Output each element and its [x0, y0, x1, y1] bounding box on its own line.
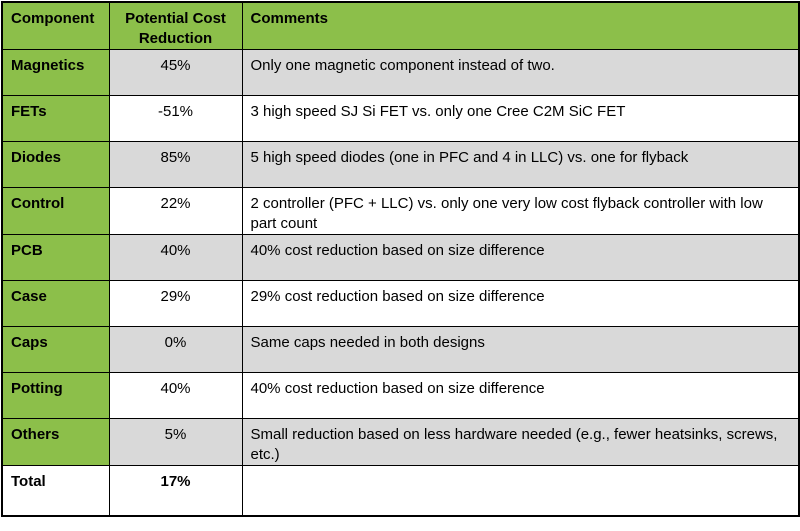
row-cost: 45%	[108, 49, 243, 96]
table-row: Potting 40% 40% cost reduction based on …	[1, 372, 800, 419]
row-comment: 40% cost reduction based on size differe…	[241, 234, 800, 281]
total-cost: 17%	[108, 465, 243, 516]
table-row: Caps 0% Same caps needed in both designs	[1, 326, 800, 373]
row-comment: 5 high speed diodes (one in PFC and 4 in…	[241, 141, 800, 188]
row-comment: 29% cost reduction based on size differe…	[241, 280, 800, 327]
row-component: Potting	[1, 372, 110, 419]
table-row: Case 29% 29% cost reduction based on siz…	[1, 280, 800, 327]
row-cost: 40%	[108, 372, 243, 419]
row-cost: 22%	[108, 187, 243, 235]
row-comment: Same caps needed in both designs	[241, 326, 800, 373]
header-component: Component	[1, 1, 110, 50]
row-cost: 40%	[108, 234, 243, 281]
cost-reduction-table: Component Potential Cost Reduction Comme…	[1, 1, 800, 517]
row-cost: -51%	[108, 95, 243, 142]
row-component: Others	[1, 418, 110, 466]
row-cost: 85%	[108, 141, 243, 188]
table-row: Diodes 85% 5 high speed diodes (one in P…	[1, 141, 800, 188]
row-cost: 0%	[108, 326, 243, 373]
row-component: Caps	[1, 326, 110, 373]
header-row: Component Potential Cost Reduction Comme…	[1, 1, 800, 50]
table-row: PCB 40% 40% cost reduction based on size…	[1, 234, 800, 281]
table-row: Others 5% Small reduction based on less …	[1, 418, 800, 466]
row-component: Magnetics	[1, 49, 110, 96]
total-label: Total	[1, 465, 110, 516]
total-comment	[241, 465, 800, 516]
row-comment: 40% cost reduction based on size differe…	[241, 372, 800, 419]
row-component: Case	[1, 280, 110, 327]
table-row: Control 22% 2 controller (PFC + LLC) vs.…	[1, 187, 800, 235]
row-cost: 29%	[108, 280, 243, 327]
row-comment: Only one magnetic component instead of t…	[241, 49, 800, 96]
row-comment: Small reduction based on less hardware n…	[241, 418, 800, 466]
total-row: Total 17%	[1, 465, 800, 516]
header-cost-reduction: Potential Cost Reduction	[108, 1, 243, 50]
row-component: PCB	[1, 234, 110, 281]
row-component: Control	[1, 187, 110, 235]
row-component: Diodes	[1, 141, 110, 188]
row-comment: 2 controller (PFC + LLC) vs. only one ve…	[241, 187, 800, 235]
row-comment: 3 high speed SJ Si FET vs. only one Cree…	[241, 95, 800, 142]
row-component: FETs	[1, 95, 110, 142]
table-row: Magnetics 45% Only one magnetic componen…	[1, 49, 800, 96]
row-cost: 5%	[108, 418, 243, 466]
table-row: FETs -51% 3 high speed SJ Si FET vs. onl…	[1, 95, 800, 142]
header-comments: Comments	[241, 1, 800, 50]
